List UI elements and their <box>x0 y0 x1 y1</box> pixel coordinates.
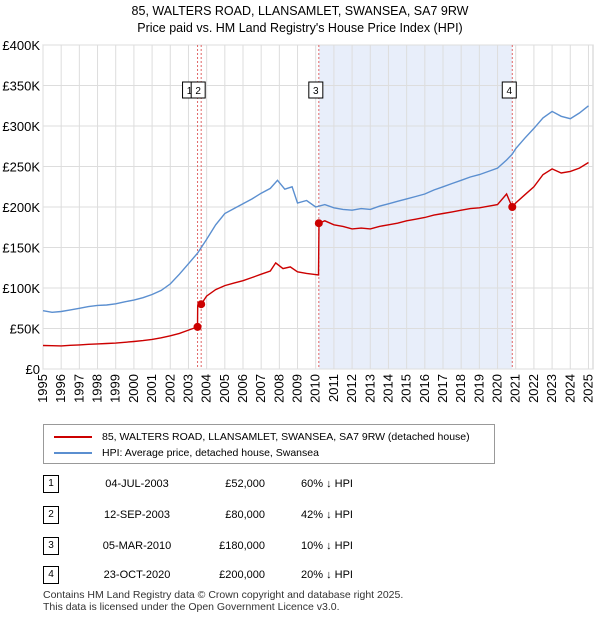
series-line-property <box>42 161 589 347</box>
x-tick-label: 1995 <box>35 374 50 403</box>
sale-point <box>193 322 202 331</box>
sale-date: 04-JUL-2003 <box>105 478 169 490</box>
x-tick-label: 2018 <box>453 374 468 403</box>
sale-number-badge: 2 <box>43 506 59 524</box>
x-tick-label: 1997 <box>71 374 86 403</box>
series-line-hpi <box>42 105 589 314</box>
x-tick-label: 2008 <box>271 374 286 403</box>
legend-swatch-hpi <box>54 452 92 454</box>
y-tick-label: £100K <box>2 281 40 296</box>
x-tick-label: 1996 <box>53 374 68 403</box>
x-tick-label: 2009 <box>290 374 305 403</box>
x-tick-label: 2006 <box>235 374 250 403</box>
sale-price: £52,000 <box>225 478 265 490</box>
sale-annotation-label: 2 <box>195 86 201 97</box>
x-tick-label: 2020 <box>490 374 505 403</box>
x-tick-label: 2016 <box>417 374 432 403</box>
sale-point <box>508 203 517 211</box>
x-tick-label: 2022 <box>526 374 541 403</box>
price-chart: 85, WALTERS ROAD, LLANSAMLET, SWANSEA, S… <box>2 4 595 403</box>
x-tick-label: 2012 <box>344 374 359 403</box>
sales-table-row: 2 12-SEP-2003 £80,000 42% ↓ HPI <box>43 506 443 526</box>
sale-hpi-diff: 20% ↓ HPI <box>301 569 353 581</box>
x-tick-label: 2007 <box>253 374 268 403</box>
sale-price: £180,000 <box>219 540 265 552</box>
sales-table-row: 1 04-JUL-2003 £52,000 60% ↓ HPI <box>43 475 443 495</box>
x-tick-label: 2013 <box>362 374 377 403</box>
x-tick-label: 2024 <box>562 374 577 403</box>
sale-annotation-box <box>501 81 517 99</box>
sale-date: 12-SEP-2003 <box>103 509 171 521</box>
x-tick-label: 2001 <box>144 374 159 403</box>
footer-licence: This data is licensed under the Open Gov… <box>43 601 340 613</box>
y-tick-label: £150K <box>2 241 40 256</box>
sale-annotation-label: 1 <box>187 86 193 97</box>
sale-point <box>197 300 206 309</box>
sale-date: 23-OCT-2020 <box>103 569 171 581</box>
sale-number-badge: 4 <box>43 566 59 584</box>
sale-annotation-label: 4 <box>506 86 512 97</box>
legend-item-property: 85, WALTERS ROAD, LLANSAMLET, SWANSEA, S… <box>54 429 470 445</box>
x-tick-label: 2019 <box>471 374 486 403</box>
sale-hpi-diff: 10% ↓ HPI <box>301 540 353 552</box>
sale-date: 05-MAR-2010 <box>102 540 172 552</box>
y-tick-label: £400K <box>2 38 40 53</box>
chart-title: 85, WALTERS ROAD, LLANSAMLET, SWANSEA, S… <box>132 4 469 18</box>
legend-swatch-property <box>54 436 92 438</box>
x-tick-label: 2005 <box>217 374 232 403</box>
y-tick-label: £250K <box>2 160 40 175</box>
x-tick-label: 2021 <box>508 374 523 403</box>
sales-table-row: 4 23-OCT-2020 £200,000 20% ↓ HPI <box>43 566 443 586</box>
chart-subtitle: Price paid vs. HM Land Registry's House … <box>137 21 462 35</box>
x-tick-label: 1999 <box>108 374 123 403</box>
legend-label-hpi: HPI: Average price, detached house, Swan… <box>102 447 319 459</box>
sale-annotation-box <box>308 81 324 99</box>
x-tick-label: 1998 <box>90 374 105 403</box>
x-tick-label: 2023 <box>544 374 559 403</box>
y-tick-label: £0 <box>26 362 40 377</box>
x-tick-label: 2002 <box>162 374 177 403</box>
chart-legend: 85, WALTERS ROAD, LLANSAMLET, SWANSEA, S… <box>43 424 495 464</box>
x-tick-label: 2015 <box>399 374 414 403</box>
sale-annotation-box <box>190 81 206 99</box>
y-tick-label: £200K <box>2 200 40 215</box>
x-tick-label: 2017 <box>435 374 450 403</box>
y-tick-label: £50K <box>10 322 41 337</box>
sale-hpi-diff: 60% ↓ HPI <box>301 478 353 490</box>
legend-label-property: 85, WALTERS ROAD, LLANSAMLET, SWANSEA, S… <box>102 431 470 443</box>
x-tick-label: 2003 <box>180 374 195 403</box>
x-tick-label: 2011 <box>326 374 341 402</box>
y-tick-label: £350K <box>2 79 40 94</box>
sale-price: £200,000 <box>219 569 265 581</box>
x-tick-label: 2014 <box>380 374 395 403</box>
legend-item-hpi: HPI: Average price, detached house, Swan… <box>54 445 319 461</box>
sale-point <box>314 219 323 228</box>
sales-table-row: 3 05-MAR-2010 £180,000 10% ↓ HPI <box>43 537 443 557</box>
x-tick-label: 2004 <box>199 374 214 403</box>
sale-number-badge: 1 <box>43 475 59 493</box>
sale-number-badge: 3 <box>43 537 59 555</box>
sale-annotation-label: 3 <box>313 86 319 97</box>
x-tick-label: 2025 <box>580 374 595 403</box>
footer-copyright: Contains HM Land Registry data © Crown c… <box>43 589 404 601</box>
y-tick-label: £300K <box>2 119 40 134</box>
footer-notice: Contains HM Land Registry data © Crown c… <box>43 589 403 613</box>
sale-hpi-diff: 42% ↓ HPI <box>301 509 353 521</box>
x-tick-label: 2010 <box>308 374 323 403</box>
sale-price: £80,000 <box>225 509 265 521</box>
x-tick-label: 2000 <box>126 374 141 403</box>
